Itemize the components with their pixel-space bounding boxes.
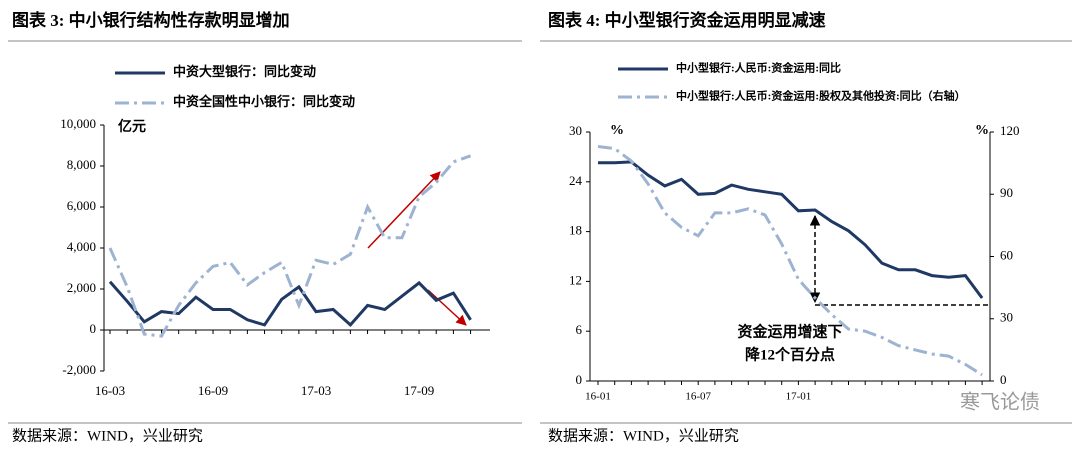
source: 数据来源：WIND，兴业研究 xyxy=(548,427,739,444)
series-line xyxy=(108,280,472,328)
y-axis-label: 亿元 xyxy=(118,118,146,135)
legend-label: 中资大型银行：同比变动 xyxy=(173,64,316,79)
y-tick-label: 6,000 xyxy=(67,198,96,213)
y-tick-label: 0 xyxy=(576,372,583,387)
trend-arrow xyxy=(367,171,441,249)
chart-title: 图表 4: 中小型银行资金运用明显减速 xyxy=(548,10,826,30)
chart-title: 图表 3: 中小银行结构性存款明显增加 xyxy=(12,10,290,30)
watermark: 寒飞论债 xyxy=(960,390,1040,414)
x-tick-label: 16-01 xyxy=(585,391,611,403)
y-tick-label: 30 xyxy=(569,123,582,138)
series-line xyxy=(108,154,472,338)
legend-label: 中小型银行:人民币:资金运用:同比 xyxy=(676,61,841,75)
y2-tick-label: 90 xyxy=(1000,185,1013,200)
y-tick-label: 8,000 xyxy=(67,157,96,172)
y-tick-label: 2,000 xyxy=(67,280,96,295)
x-tick-label: 16-03 xyxy=(95,383,125,398)
x-tick-label: 17-03 xyxy=(301,383,331,398)
y2-axis-label: % xyxy=(975,123,989,138)
y2-tick-label: 0 xyxy=(1000,372,1007,387)
legend-label: 中资全国性中小银行：同比变动 xyxy=(173,94,355,109)
y-tick-label: 10,000 xyxy=(60,116,96,131)
y-tick-label: 24 xyxy=(569,173,583,188)
annotation: 资金运用增速下 xyxy=(737,322,842,340)
series-line xyxy=(597,145,983,377)
y-tick-label: 18 xyxy=(569,223,582,238)
x-tick-label: 17-09 xyxy=(404,383,434,398)
y2-tick-label: 60 xyxy=(1000,247,1013,262)
legend-label: 中小型银行:人民币:资金运用:股权及其他投资:同比（右轴） xyxy=(676,89,966,103)
y2-tick-label: 30 xyxy=(1000,310,1013,325)
x-tick-label: 17-01 xyxy=(786,391,812,403)
source: 数据来源：WIND，兴业研究 xyxy=(12,427,203,444)
y-axis-label: % xyxy=(610,123,624,138)
series-line xyxy=(598,160,984,299)
y-tick-label: 12 xyxy=(569,272,582,287)
x-tick-label: 16-07 xyxy=(685,391,711,403)
x-tick-label: 16-09 xyxy=(198,383,228,398)
trend-arrow xyxy=(427,289,467,326)
annotation: 降12个百分点 xyxy=(745,345,835,363)
y2-tick-label: 120 xyxy=(1000,123,1020,138)
y-tick-label: 4,000 xyxy=(67,239,96,254)
y-tick-label: 0 xyxy=(90,321,97,336)
y-tick-label: -2,000 xyxy=(62,362,96,377)
y-tick-label: 6 xyxy=(576,322,583,337)
